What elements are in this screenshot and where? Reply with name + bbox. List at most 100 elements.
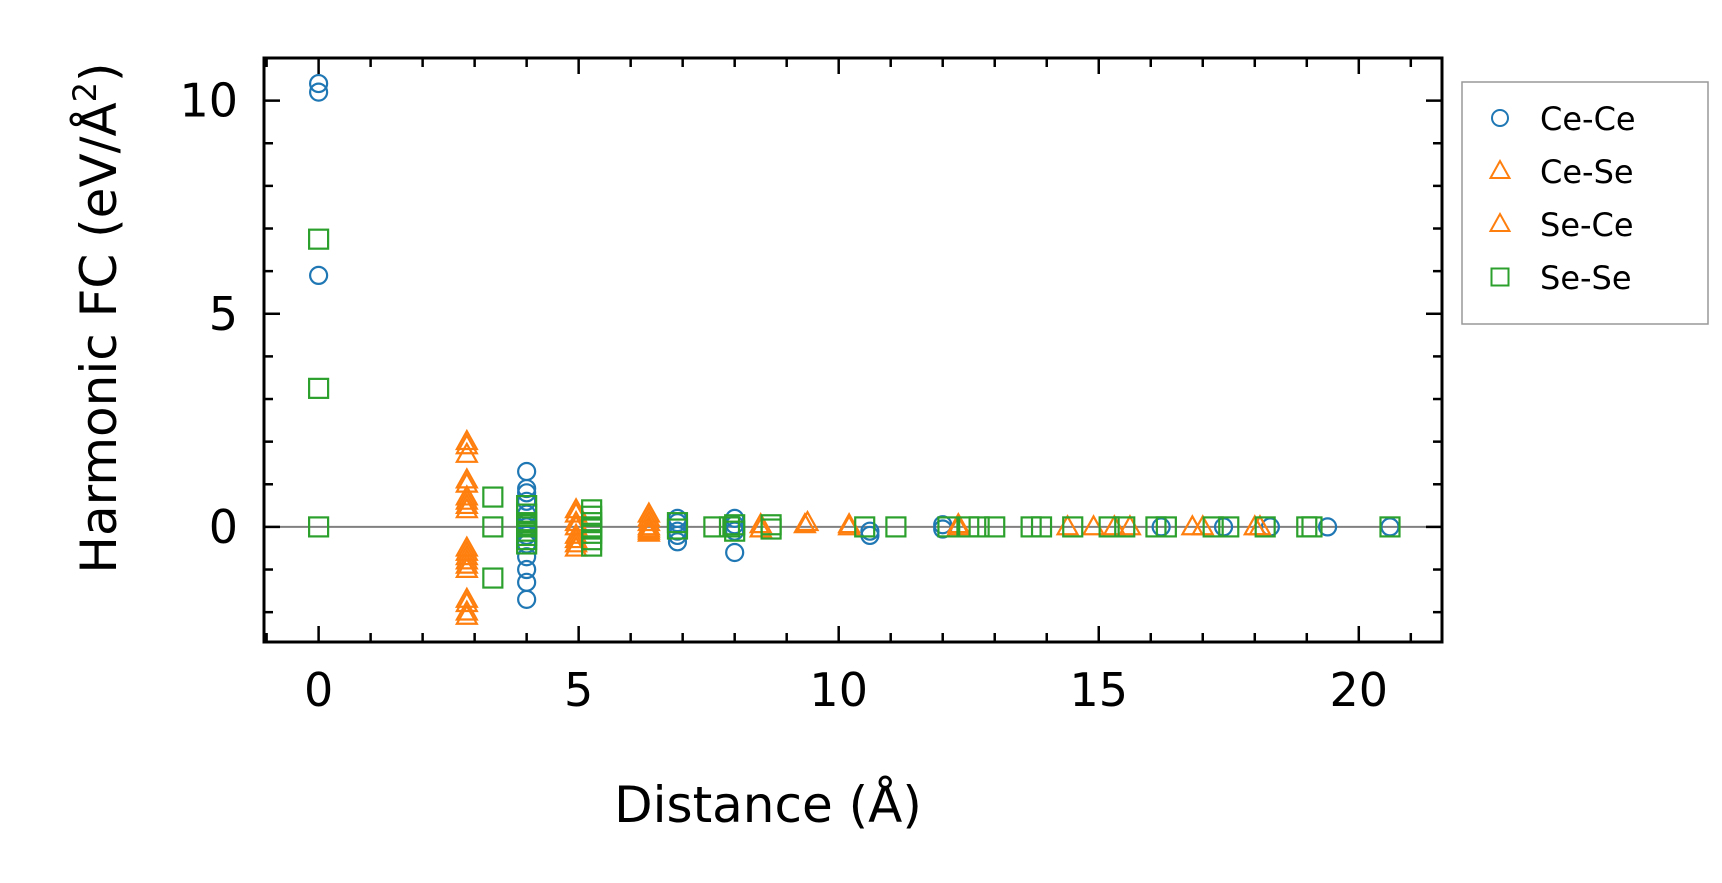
x-tick-label: 0 <box>304 663 333 717</box>
data-point <box>703 516 725 538</box>
data-point <box>517 461 537 482</box>
tick-labels-layer: 0 5 10 15 20 0 5 10 <box>179 74 1388 717</box>
data-point <box>1062 516 1084 538</box>
legend-label: Ce-Se <box>1540 153 1634 191</box>
data-point <box>937 516 959 538</box>
series-ce-se <box>454 428 1267 621</box>
series-se-ce <box>454 433 1272 625</box>
x-tick-label: 5 <box>564 663 593 717</box>
data-point <box>454 492 479 515</box>
data-point <box>454 556 479 578</box>
data-point <box>309 265 329 286</box>
data-point <box>482 486 504 508</box>
data-point <box>564 526 588 549</box>
series-se-se <box>308 228 1401 589</box>
data-point <box>637 514 661 536</box>
data-point <box>637 518 661 540</box>
legend-marker-triangle <box>1488 211 1512 232</box>
legend-entry: Ce-Ce <box>1491 100 1636 138</box>
x-tick-label: 20 <box>1330 663 1389 717</box>
data-point <box>308 377 330 399</box>
data-point <box>1254 516 1276 538</box>
data-point <box>482 567 504 589</box>
legend-label: Ce-Ce <box>1540 100 1636 138</box>
data-point <box>454 603 479 625</box>
data-point <box>454 552 479 574</box>
data-point <box>885 516 907 538</box>
data-point <box>984 516 1006 538</box>
data-point <box>308 228 330 250</box>
data-point <box>760 518 782 540</box>
y-axis-label-main: Harmonic FC (eV/Å <box>70 102 128 573</box>
x-axis-label: Distance (Å) <box>614 776 922 834</box>
data-point <box>1301 516 1323 538</box>
data-point <box>1218 516 1240 538</box>
y-axis-label-sup: 2 <box>66 82 104 102</box>
data-point <box>795 509 820 532</box>
plot-frame <box>262 56 1444 644</box>
data-point <box>1030 516 1053 538</box>
data-points-layer <box>308 73 1401 625</box>
data-point <box>454 428 479 451</box>
data-point <box>454 590 479 613</box>
data-point <box>309 73 329 94</box>
data-point <box>724 520 746 542</box>
data-point <box>793 512 817 534</box>
data-point <box>517 559 537 580</box>
legend-entry: Se-Ce <box>1488 206 1634 244</box>
data-point <box>1317 517 1338 537</box>
x-tick-label: 15 <box>1069 663 1128 717</box>
data-point <box>517 483 537 503</box>
y-tick-label: 5 <box>209 287 238 341</box>
y-axis-label: Harmonic FC (eV/Å2) <box>66 62 128 573</box>
data-point <box>1081 514 1106 536</box>
legend-label: Se-Se <box>1540 259 1632 297</box>
data-point <box>1180 514 1205 536</box>
data-point <box>666 518 689 540</box>
axes-layer <box>262 56 1444 644</box>
data-point <box>667 532 688 552</box>
data-point <box>454 548 479 570</box>
data-point <box>637 505 661 527</box>
legend-marker-triangle <box>1488 158 1512 179</box>
data-point <box>454 497 479 519</box>
data-point <box>725 542 745 563</box>
data-point <box>564 501 588 523</box>
data-point <box>308 516 330 538</box>
y-axis-label-close: ) <box>70 62 128 82</box>
data-point <box>1055 514 1080 536</box>
data-point <box>454 433 479 455</box>
data-point <box>517 589 537 609</box>
data-point <box>968 516 990 538</box>
data-point <box>1098 516 1120 538</box>
legend-frame <box>1461 81 1709 325</box>
x-tick-label: 10 <box>809 663 868 717</box>
legend-entry: Se-Se <box>1490 259 1632 297</box>
data-point <box>637 509 661 532</box>
legend-label: Se-Ce <box>1540 206 1634 244</box>
data-point <box>1202 516 1224 538</box>
data-point <box>454 484 479 506</box>
data-point <box>309 82 329 102</box>
ticks-layer <box>264 56 1442 642</box>
data-point <box>516 533 538 555</box>
legend-entry: Ce-Se <box>1488 153 1634 191</box>
data-point <box>454 543 479 566</box>
y-tick-label: 10 <box>179 74 238 128</box>
y-tick-label: 0 <box>209 500 238 554</box>
data-point <box>854 516 876 538</box>
data-point <box>564 531 588 553</box>
data-point <box>1155 516 1177 538</box>
data-point <box>1379 516 1401 538</box>
data-point <box>482 516 504 538</box>
data-point <box>581 535 603 557</box>
legend-marker-square <box>1490 267 1510 287</box>
data-point <box>718 516 741 538</box>
data-point <box>837 514 861 536</box>
data-point <box>454 488 479 510</box>
legend: Ce-Ce Ce-Se Se-Ce Se-Se <box>1461 81 1709 325</box>
data-point <box>517 572 537 592</box>
data-point <box>1114 516 1136 538</box>
